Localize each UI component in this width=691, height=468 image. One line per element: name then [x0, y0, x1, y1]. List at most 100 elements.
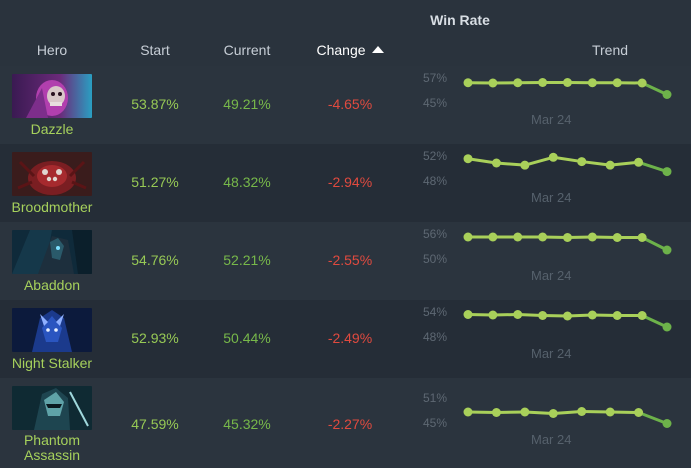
trend-sparkline — [463, 152, 672, 177]
trend-point[interactable] — [587, 310, 597, 320]
trend-point[interactable] — [463, 154, 473, 164]
trend-x-label: Mar 24 — [531, 190, 572, 205]
hero-name[interactable]: Abaddon — [23, 277, 81, 293]
column-header-current[interactable]: Current — [223, 42, 271, 58]
start-value: 53.87% — [131, 96, 179, 112]
trend-point[interactable] — [577, 157, 587, 167]
trend-y-top: 52% — [423, 149, 448, 163]
hero-portrait-night-stalker[interactable] — [12, 308, 92, 352]
column-header-change[interactable]: Change — [300, 42, 400, 58]
trend-line-segment — [580, 410, 612, 414]
trend-point[interactable] — [491, 408, 501, 417]
trend-point[interactable] — [548, 409, 558, 418]
trend-line-segment — [640, 81, 669, 96]
table-row: Phantom Assassin 47.59% 45.32% -2.27% 51… — [0, 378, 691, 468]
trend-point[interactable] — [637, 311, 647, 320]
trend-point[interactable] — [463, 310, 473, 319]
start-value: 47.59% — [131, 416, 179, 432]
trend-chart: 54% 48% Mar 24 — [415, 300, 691, 378]
current-value: 52.21% — [223, 252, 271, 268]
trend-point[interactable] — [463, 232, 473, 242]
trend-point[interactable] — [538, 232, 548, 242]
column-header-start[interactable]: Start — [140, 42, 170, 58]
change-value: -2.94% — [327, 174, 373, 190]
hero-portrait-phantom-assassin[interactable] — [12, 386, 92, 430]
hero-cell[interactable]: Phantom Assassin — [0, 378, 104, 463]
trend-point[interactable] — [463, 78, 473, 88]
trend-y-top: 51% — [423, 391, 448, 405]
trend-chart: 52% 48% Mar 24 — [415, 144, 691, 222]
trend-point[interactable] — [538, 311, 548, 320]
trend-point[interactable] — [520, 160, 530, 170]
trend-point[interactable] — [587, 78, 597, 88]
trend-point[interactable] — [634, 408, 644, 417]
hero-portrait-abaddon[interactable] — [12, 230, 92, 274]
trend-point[interactable] — [662, 90, 672, 99]
trend-point[interactable] — [488, 78, 498, 88]
trend-chart: 57% 45% Mar 24 — [415, 66, 691, 144]
trend-y-bottom: 45% — [423, 96, 448, 110]
trend-point[interactable] — [637, 78, 647, 88]
trend-point[interactable] — [612, 233, 622, 242]
hero-name[interactable]: Dazzle — [30, 121, 74, 137]
hero-cell[interactable]: Broodmother — [0, 144, 104, 222]
trend-point[interactable] — [587, 232, 597, 242]
trend-point[interactable] — [463, 407, 473, 417]
trend-point[interactable] — [563, 311, 572, 321]
trend-line-segment — [640, 314, 669, 329]
trend-point[interactable] — [662, 167, 672, 177]
trend-x-label: Mar 24 — [531, 432, 572, 447]
column-header-trend[interactable]: Trend — [591, 42, 629, 58]
hero-name[interactable]: Broodmother — [11, 199, 93, 215]
trend-point[interactable] — [605, 407, 615, 417]
trend-point[interactable] — [491, 158, 501, 168]
hero-cell[interactable]: Abaddon — [0, 222, 104, 300]
trend-point[interactable] — [513, 232, 523, 242]
trend-line-segment — [580, 160, 612, 167]
sort-ascending-icon — [371, 46, 384, 53]
trend-point[interactable] — [513, 78, 523, 88]
trend-point[interactable] — [520, 407, 530, 417]
hero-cell[interactable]: Night Stalker — [0, 300, 104, 378]
trend-y-top: 56% — [423, 227, 448, 241]
trend-point[interactable] — [634, 157, 644, 167]
trend-x-label: Mar 24 — [531, 112, 572, 127]
hero-portrait-dazzle[interactable] — [12, 74, 92, 118]
hero-cell[interactable]: Dazzle — [0, 66, 104, 144]
trend-line-segment — [637, 160, 669, 174]
trend-point[interactable] — [612, 78, 622, 88]
trend-point[interactable] — [538, 78, 548, 87]
trend-point[interactable] — [563, 233, 572, 242]
trend-point[interactable] — [605, 160, 615, 170]
trend-y-top: 54% — [423, 305, 448, 319]
trend-line-segment — [640, 236, 669, 252]
table-row: Broodmother 51.27% 48.32% -2.94% 52% 48%… — [0, 144, 691, 222]
trend-point[interactable] — [612, 311, 622, 320]
trend-line-segment — [494, 410, 527, 414]
trend-point[interactable] — [548, 152, 558, 162]
table-row: Night Stalker 52.93% 50.44% -2.49% 54% 4… — [0, 300, 691, 378]
trend-point[interactable] — [577, 407, 587, 416]
trend-line-segment — [551, 155, 584, 164]
trend-point[interactable] — [488, 232, 498, 242]
start-value: 54.76% — [131, 252, 179, 268]
trend-sparkline — [463, 232, 672, 255]
column-header-change-label: Change — [316, 42, 366, 58]
trend-point[interactable] — [662, 245, 672, 255]
hero-name[interactable]: Phantom Assassin — [23, 432, 81, 463]
hero-name[interactable]: Night Stalker — [11, 355, 93, 371]
trend-point[interactable] — [637, 233, 647, 242]
column-header-hero[interactable]: Hero — [36, 42, 68, 58]
current-value: 49.21% — [223, 96, 271, 112]
trend-point[interactable] — [488, 310, 498, 320]
current-value: 45.32% — [223, 416, 271, 432]
trend-point[interactable] — [662, 419, 672, 428]
trend-point[interactable] — [662, 322, 672, 332]
trend-point[interactable] — [563, 78, 572, 87]
hero-portrait-broodmother[interactable] — [12, 152, 92, 196]
trend-line-segment — [523, 155, 555, 167]
trend-line-segment — [608, 410, 641, 414]
trend-point[interactable] — [513, 310, 523, 319]
change-value: -2.49% — [327, 330, 373, 346]
